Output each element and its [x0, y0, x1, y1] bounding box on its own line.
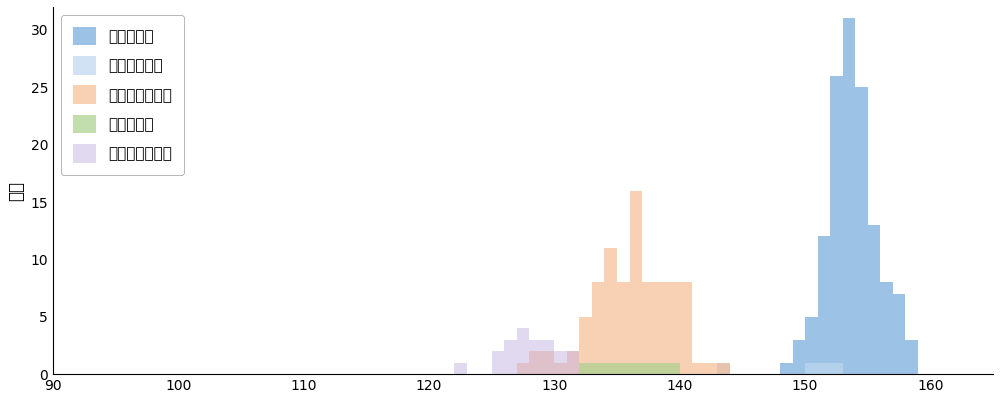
Bar [905, 340, 918, 374]
Bar [567, 351, 579, 374]
Bar [805, 317, 818, 374]
Bar [604, 363, 617, 374]
Bar [492, 351, 504, 374]
Bar [868, 225, 880, 374]
Bar [818, 236, 830, 374]
Bar [830, 363, 843, 374]
Bar [504, 340, 517, 374]
Bar [717, 363, 730, 374]
Bar [592, 363, 604, 374]
Bar [630, 190, 642, 374]
Bar [617, 282, 630, 374]
Bar [454, 363, 467, 374]
Bar [542, 340, 554, 374]
Bar [855, 87, 868, 374]
Bar [529, 340, 542, 374]
Bar [880, 282, 893, 374]
Bar [717, 363, 730, 374]
Bar [705, 363, 717, 374]
Bar [667, 363, 680, 374]
Bar [893, 294, 905, 374]
Bar [667, 282, 680, 374]
Bar [517, 363, 529, 374]
Bar [830, 76, 843, 374]
Bar [604, 248, 617, 374]
Bar [655, 282, 667, 374]
Bar [517, 328, 529, 374]
Bar [818, 363, 830, 374]
Bar [680, 282, 692, 374]
Y-axis label: 球数: 球数 [7, 180, 25, 200]
Bar [655, 363, 667, 374]
Bar [592, 282, 604, 374]
Bar [805, 363, 818, 374]
Bar [630, 363, 642, 374]
Bar [617, 363, 630, 374]
Bar [692, 363, 705, 374]
Bar [843, 18, 855, 374]
Bar [642, 282, 655, 374]
Bar [780, 363, 793, 374]
Bar [567, 351, 579, 374]
Bar [554, 351, 567, 374]
Bar [542, 351, 554, 374]
Bar [642, 363, 655, 374]
Bar [793, 340, 805, 374]
Bar [579, 317, 592, 374]
Bar [554, 363, 567, 374]
Legend: ストレート, カットボール, チェンジアップ, スライダー, ナックルカーブ: ストレート, カットボール, チェンジアップ, スライダー, ナックルカーブ [61, 14, 184, 175]
Bar [529, 351, 542, 374]
Bar [579, 363, 592, 374]
